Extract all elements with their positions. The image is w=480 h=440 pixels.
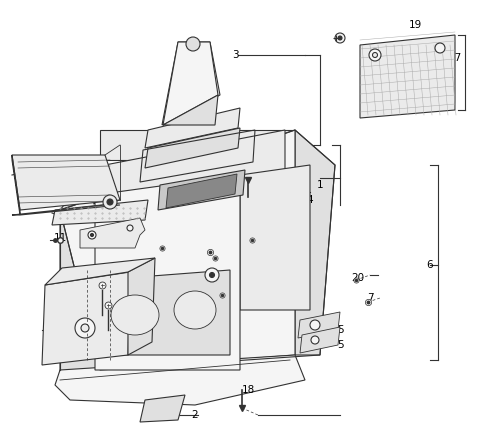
Circle shape: [205, 268, 219, 282]
Text: 6: 6: [427, 260, 433, 270]
Ellipse shape: [111, 295, 159, 335]
Polygon shape: [158, 170, 245, 210]
Polygon shape: [60, 160, 100, 380]
Circle shape: [311, 336, 319, 344]
Text: 12: 12: [161, 243, 175, 253]
Circle shape: [369, 49, 381, 61]
Text: 1: 1: [317, 180, 324, 190]
Circle shape: [103, 195, 117, 209]
Polygon shape: [100, 270, 230, 355]
Polygon shape: [55, 355, 305, 405]
Polygon shape: [360, 35, 455, 118]
Text: 20: 20: [249, 233, 262, 243]
Text: 14: 14: [91, 203, 105, 213]
Polygon shape: [240, 165, 310, 310]
Polygon shape: [128, 258, 155, 355]
Text: 20: 20: [211, 253, 225, 263]
Polygon shape: [45, 258, 155, 285]
Text: 11: 11: [53, 233, 67, 243]
Text: 8: 8: [212, 273, 218, 283]
Text: 2: 2: [192, 410, 198, 420]
Circle shape: [338, 36, 342, 40]
Text: 18: 18: [252, 177, 264, 187]
Polygon shape: [295, 130, 335, 355]
Circle shape: [91, 234, 94, 237]
Polygon shape: [162, 42, 220, 125]
Circle shape: [435, 43, 445, 53]
Polygon shape: [105, 130, 285, 195]
Text: 7: 7: [212, 243, 218, 253]
Circle shape: [75, 318, 95, 338]
Polygon shape: [163, 95, 218, 125]
Polygon shape: [60, 130, 295, 370]
Text: 3: 3: [232, 50, 238, 60]
Polygon shape: [166, 174, 237, 208]
Polygon shape: [300, 327, 340, 353]
Circle shape: [88, 231, 96, 239]
Text: 19: 19: [408, 20, 421, 30]
Text: 9: 9: [67, 325, 73, 335]
Polygon shape: [42, 272, 130, 365]
Circle shape: [310, 320, 320, 330]
Polygon shape: [80, 218, 145, 248]
Text: 17: 17: [448, 53, 462, 63]
Text: 5: 5: [336, 325, 343, 335]
Circle shape: [372, 52, 377, 58]
Polygon shape: [145, 108, 240, 148]
Text: 16: 16: [94, 283, 107, 293]
Polygon shape: [12, 155, 20, 215]
Circle shape: [107, 199, 113, 205]
Polygon shape: [95, 175, 240, 370]
Text: 20: 20: [218, 290, 231, 300]
Polygon shape: [163, 42, 218, 125]
Polygon shape: [140, 395, 185, 422]
Polygon shape: [145, 128, 240, 168]
Text: 5: 5: [336, 340, 343, 350]
Polygon shape: [100, 130, 295, 160]
Polygon shape: [298, 312, 340, 338]
Text: 4: 4: [307, 195, 313, 205]
Text: 18: 18: [241, 385, 254, 395]
Circle shape: [127, 225, 133, 231]
Circle shape: [81, 324, 89, 332]
Polygon shape: [12, 155, 120, 210]
Circle shape: [335, 33, 345, 43]
Text: 10: 10: [59, 213, 72, 223]
Polygon shape: [52, 200, 148, 225]
Text: 13: 13: [36, 163, 48, 173]
Ellipse shape: [174, 291, 216, 329]
Circle shape: [209, 272, 215, 278]
Circle shape: [186, 37, 200, 51]
Polygon shape: [12, 205, 120, 215]
Text: 15: 15: [98, 300, 112, 310]
Text: 7: 7: [367, 293, 373, 303]
Text: 20: 20: [351, 273, 365, 283]
